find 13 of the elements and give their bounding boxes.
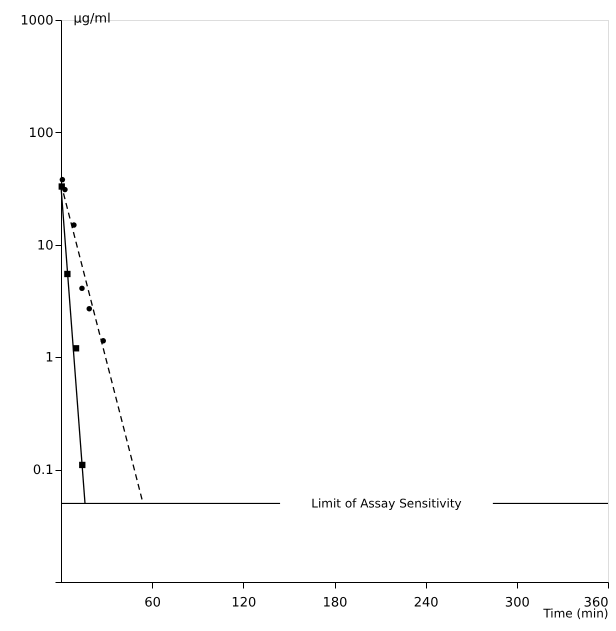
x-tick-label: 240 [414,596,439,610]
y-tick-label: 1 [45,350,54,366]
x-axis-title: Time (min) [542,606,608,620]
ref-line-label: Limit of Assay Sensitivity [311,496,462,510]
x-tick-label: 180 [322,596,348,610]
y-tick-label: 10 [36,238,54,254]
x-tick-label: 300 [504,596,530,610]
x-tick-label: 60 [144,596,161,610]
y-tick-label: 100 [28,126,54,141]
y-tick-label: 0.1 [32,463,54,478]
y-tick-label: 1000 [20,14,54,28]
x-tick-label: 120 [231,596,256,610]
y-axis-title: µg/ml [74,12,111,26]
